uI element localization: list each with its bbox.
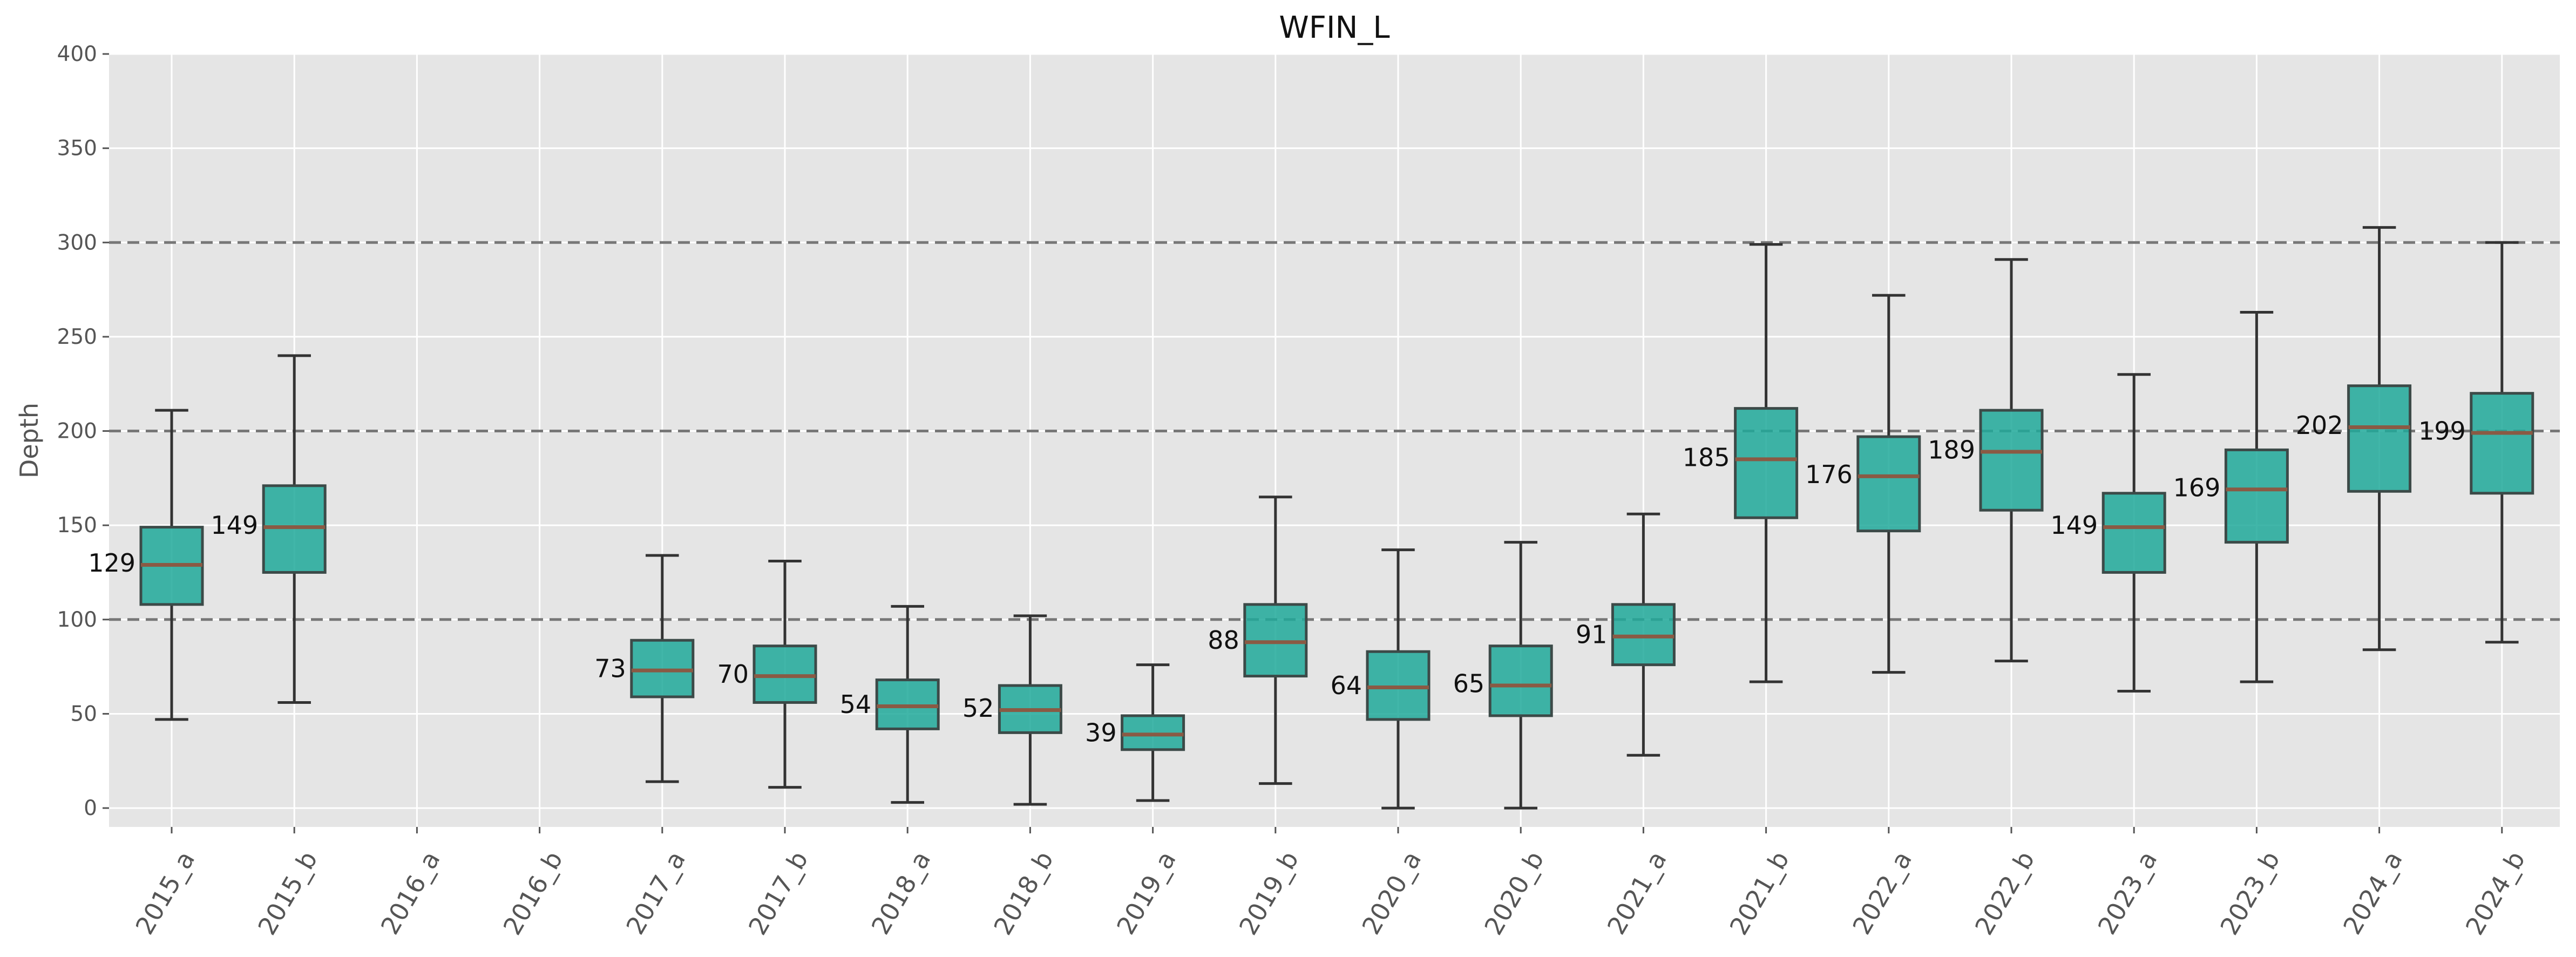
x-tick-label: 2021_b [1724,846,1795,940]
median-label: 88 [1208,626,1239,655]
y-tick-label: 150 [57,513,97,538]
box-2022_a [1856,294,1921,674]
median-label: 64 [1330,671,1362,700]
median-label: 185 [1683,443,1730,472]
box-2017_a [630,554,695,783]
chart-title: WFIN_L [1279,10,1389,45]
box-2015_b [262,354,327,704]
box-2021_a [1611,512,1676,757]
x-tick-label: 2024_b [2460,846,2531,940]
median-label: 54 [840,690,872,719]
median-label: 91 [1576,620,1608,649]
x-tick-label: 2015_b [252,846,323,940]
reference-lines [109,241,2560,621]
x-tick-label: 2019_a [1111,846,1182,940]
box-2019_a [1121,663,1185,802]
box-2015_a [139,409,204,721]
x-tick-label: 2017_b [743,846,814,940]
median-label: 169 [2173,473,2221,502]
median-label: 65 [1453,669,1485,698]
iqr-box [2470,392,2534,495]
y-tick-label: 0 [84,796,97,820]
y-tick-label: 200 [57,419,97,444]
median-label: 73 [594,654,626,683]
median-label: 149 [211,511,258,540]
box-2024_a [2347,226,2412,651]
median-label: 189 [1928,435,1975,464]
median-label: 202 [2296,411,2343,440]
iqr-box [2102,492,2166,574]
x-tick-label: 2023_b [2214,846,2285,940]
x-tick-label: 2016_b [498,846,568,940]
box-2017_b [753,560,817,789]
median-label: 129 [88,548,135,578]
box-2020_b [1488,541,1553,810]
median-label: 39 [1085,718,1117,747]
x-tick-label: 2015_a [130,846,200,940]
y-tick-label: 400 [57,42,97,66]
iqr-box [1856,435,1921,533]
x-tick-label: 2020_b [1479,846,1549,940]
x-tick-label: 2018_a [866,846,937,940]
iqr-box [2347,384,2412,493]
x-tick-label: 2024_a [2337,846,2408,940]
y-tick-label: 300 [57,230,97,255]
median-label: 176 [1805,460,1853,489]
box-2019_b [1243,496,1308,785]
median-label: 70 [717,660,749,689]
box-2020_a [1366,548,1431,810]
plot-background [109,54,2560,827]
median-label: 149 [2050,511,2098,540]
x-tick-label: 2023_a [2092,846,2163,940]
y-tick-label: 250 [57,325,97,349]
y-tick-label: 50 [70,702,97,726]
median-labels: 129 149 73 70 54 52 39 88 64 65 91 185 176 189 149 169 2… [88,411,2466,747]
boxes [139,226,2534,810]
x-tick-label: 2016_a [375,846,446,940]
box-2024_b [2470,241,2534,644]
iqr-box [1979,409,2044,512]
x-tick-label: 2019_b [1233,846,1304,940]
median-label: 52 [962,694,994,723]
y-axis-label: Depth [15,403,44,478]
iqr-box [2224,448,2289,544]
box-2018_b [998,614,1062,806]
x-tick-label: 2022_b [1969,846,2040,940]
iqr-box [1734,407,1799,519]
x-tick-label: 2022_a [1847,846,1917,940]
box-2021_b [1734,243,1799,683]
iqr-box [1488,644,1553,717]
box-2018_a [875,605,940,804]
x-tick-label: 2018_b [988,846,1059,940]
x-tick-label: 2021_a [1602,846,1672,940]
box-2022_b [1979,258,2044,663]
y-tick-label: 350 [57,137,97,161]
box-2023_a [2102,373,2166,693]
x-tick-label: 2017_a [620,846,691,940]
y-tick-label: 100 [57,608,97,632]
median-label: 199 [2418,417,2466,446]
box-2023_b [2224,310,2289,683]
x-tick-label: 2020_a [1356,846,1427,940]
